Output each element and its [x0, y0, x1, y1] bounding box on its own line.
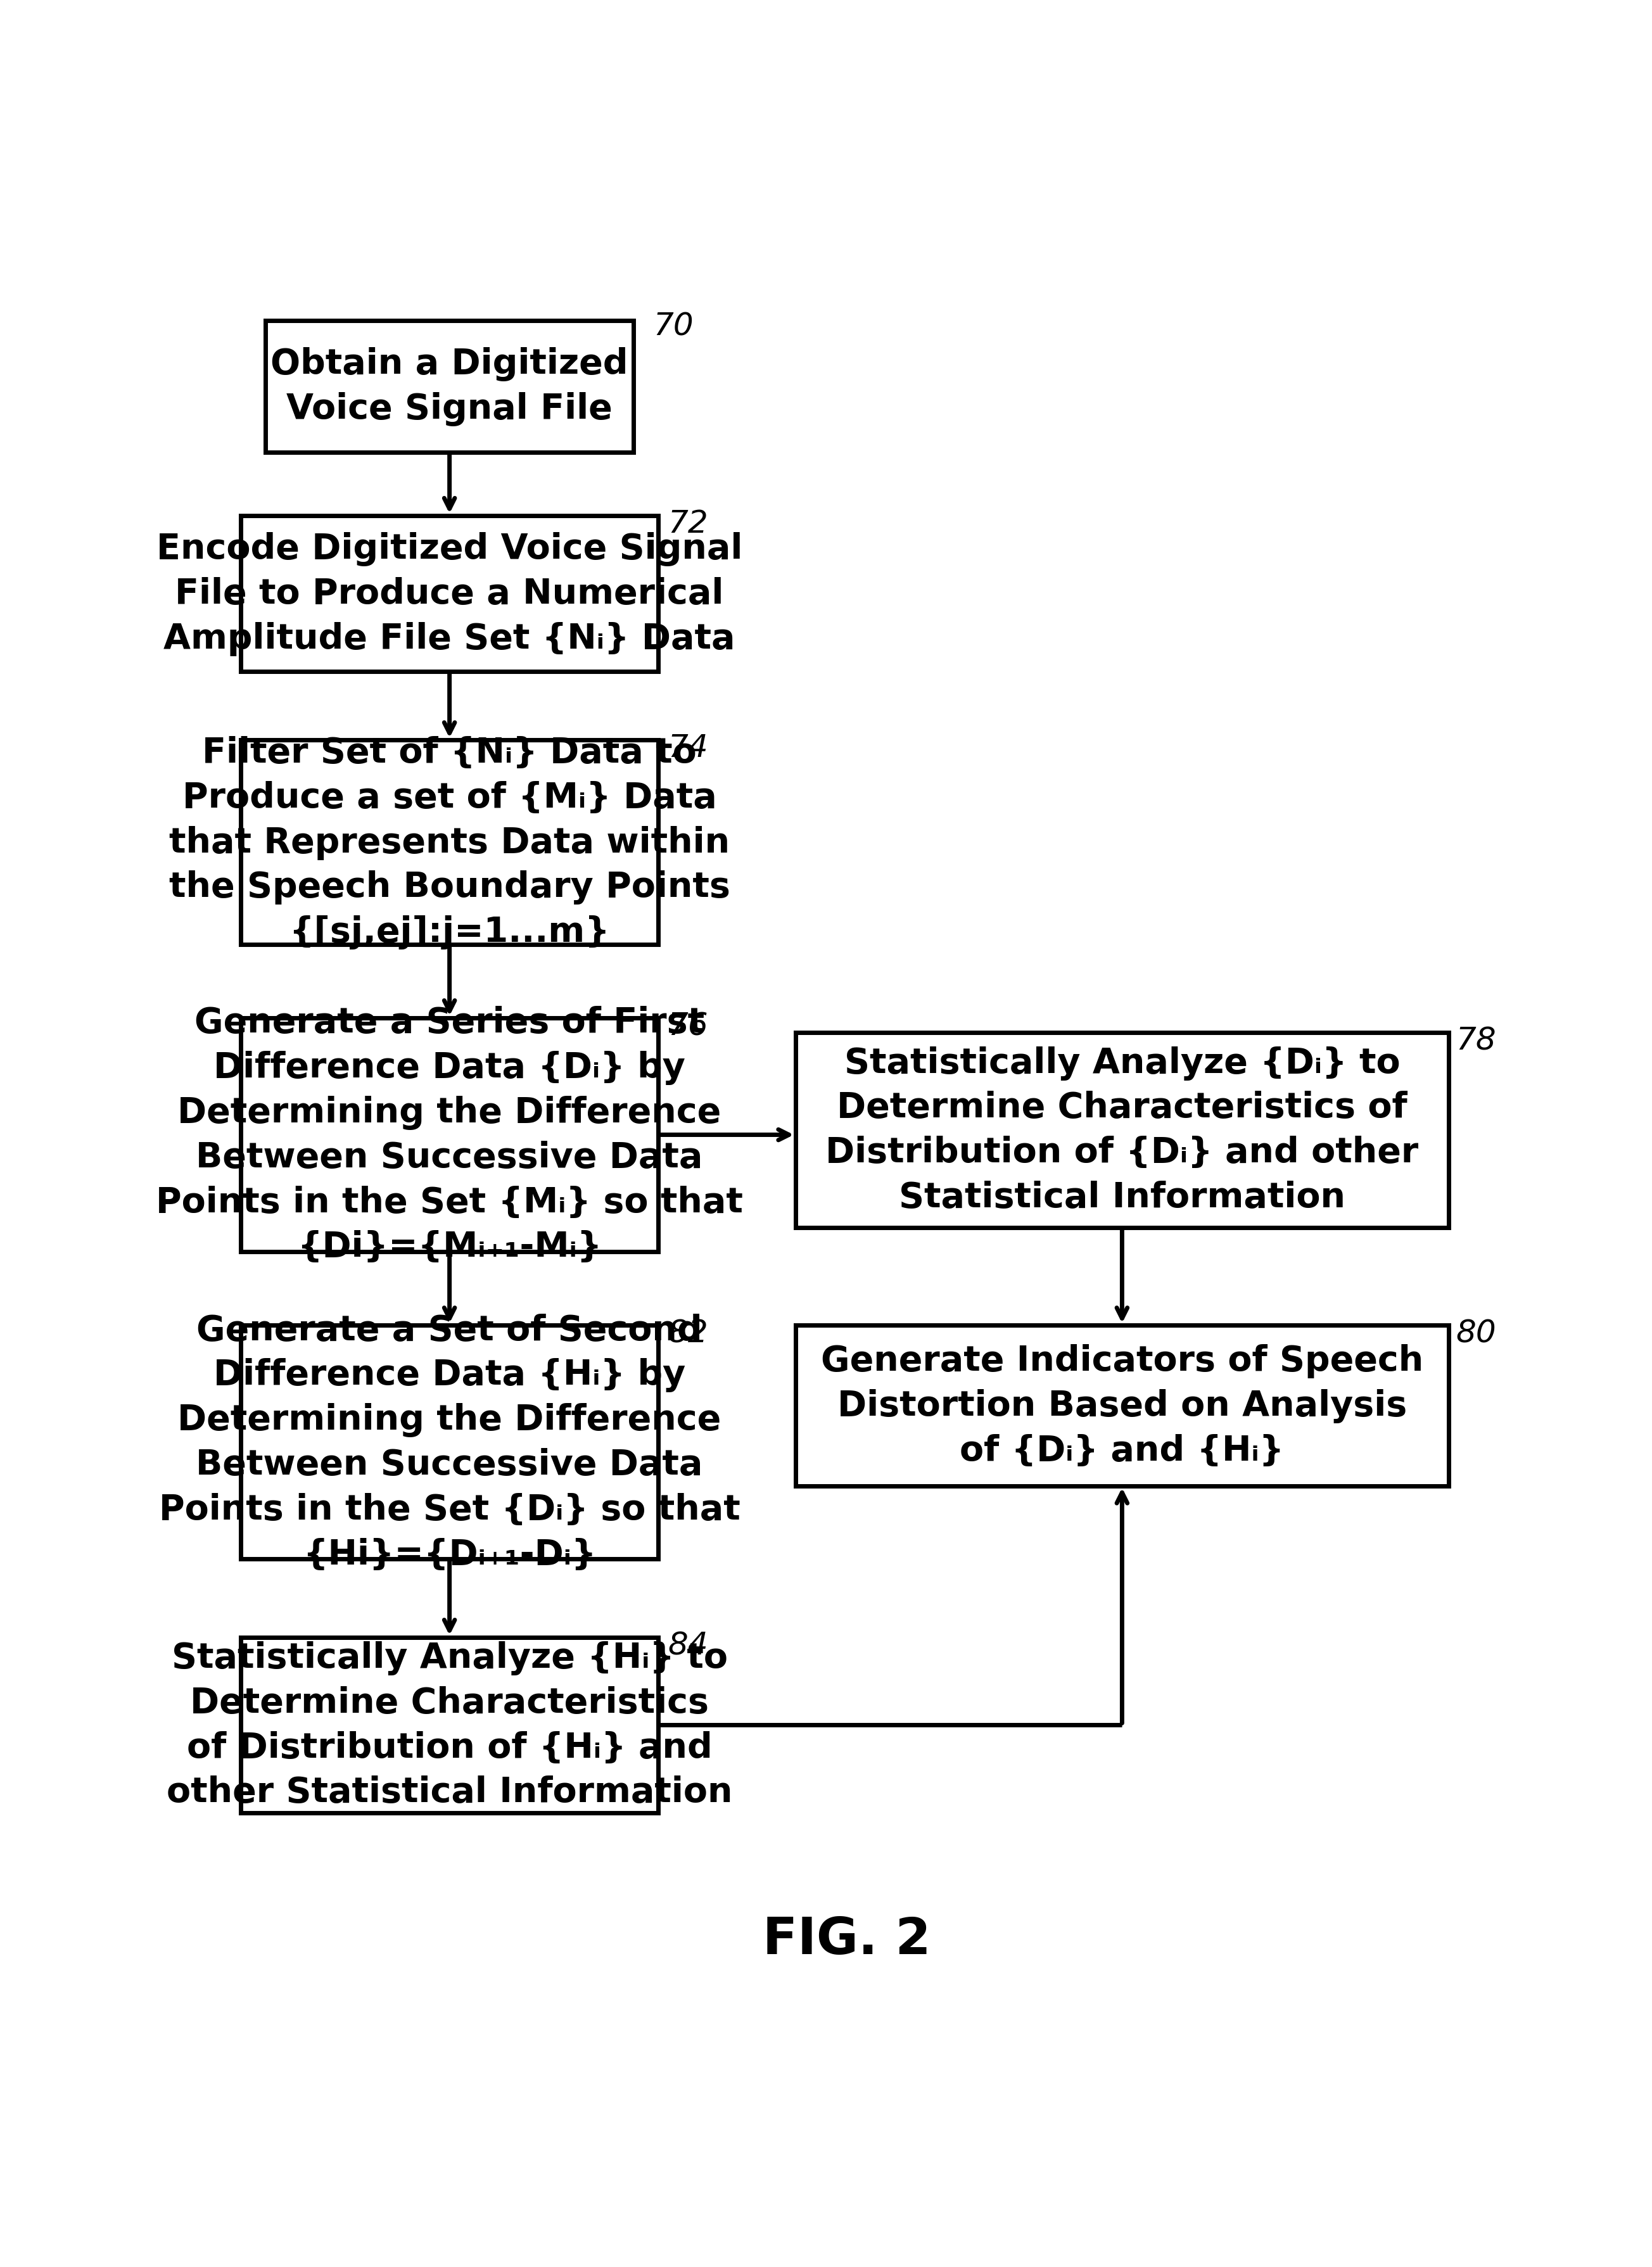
Text: 78: 78	[1455, 1025, 1497, 1056]
FancyBboxPatch shape	[241, 1637, 657, 1814]
FancyBboxPatch shape	[241, 739, 657, 945]
FancyBboxPatch shape	[241, 1326, 657, 1560]
Text: Generate a Series of First
Difference Data {Dᵢ} by
Determining the Difference
Be: Generate a Series of First Difference Da…	[155, 1007, 743, 1265]
FancyBboxPatch shape	[796, 1326, 1449, 1487]
Text: 76: 76	[667, 1011, 709, 1041]
Text: 80: 80	[1455, 1317, 1497, 1349]
Text: Statistically Analyze {Hᵢ} to
Determine Characteristics
of Distribution of {Hᵢ} : Statistically Analyze {Hᵢ} to Determine …	[167, 1641, 732, 1809]
FancyBboxPatch shape	[241, 517, 657, 671]
Text: 72: 72	[667, 508, 709, 540]
Text: FIG. 2: FIG. 2	[763, 1916, 930, 1963]
Text: 84: 84	[667, 1630, 709, 1659]
Text: 82: 82	[667, 1317, 709, 1349]
Text: Generate Indicators of Speech
Distortion Based on Analysis
of {Dᵢ} and {Hᵢ}: Generate Indicators of Speech Distortion…	[821, 1344, 1424, 1467]
Text: Filter Set of {Nᵢ} Data to
Produce a set of {Mᵢ} Data
that Represents Data withi: Filter Set of {Nᵢ} Data to Produce a set…	[169, 737, 730, 950]
Text: 70: 70	[653, 311, 694, 342]
Text: 74: 74	[667, 732, 709, 764]
FancyBboxPatch shape	[796, 1034, 1449, 1229]
Text: Generate a Set of Second
Difference Data {Hᵢ} by
Determining the Difference
Betw: Generate a Set of Second Difference Data…	[159, 1313, 740, 1571]
Text: Obtain a Digitized
Voice Signal File: Obtain a Digitized Voice Signal File	[271, 347, 628, 426]
Text: Statistically Analyze {Dᵢ} to
Determine Characteristics of
Distribution of {Dᵢ} : Statistically Analyze {Dᵢ} to Determine …	[826, 1045, 1419, 1215]
FancyBboxPatch shape	[241, 1018, 657, 1251]
FancyBboxPatch shape	[266, 322, 634, 453]
Text: Encode Digitized Voice Signal
File to Produce a Numerical
Amplitude File Set {Nᵢ: Encode Digitized Voice Signal File to Pr…	[157, 533, 743, 655]
